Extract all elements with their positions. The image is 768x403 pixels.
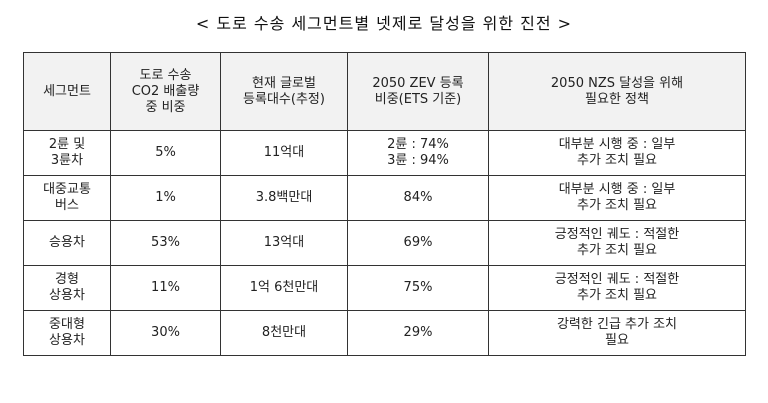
cell-zev-share: 75%: [347, 265, 489, 311]
cell-policy-line: 대부분 시행 중 : 일부: [558, 182, 676, 197]
cell-fleet: 8천만대: [220, 310, 348, 356]
header-zev-share-line: 비중(ETS 기준): [374, 91, 462, 107]
cell-policy-line: 추가 조치 필요: [576, 288, 658, 303]
table-row: 2륜 및 3륜차 5% 11억대 2륜 : 74% 3륜 : 94% 대부분 시…: [23, 130, 746, 176]
header-row: 세그먼트 도로 수송 CO2 배출량 중 비중 현재 글로벌 등록대수(추정) …: [23, 52, 746, 131]
cell-policy-line: 필요: [605, 333, 629, 348]
header-fleet-line: 등록대수(추정): [243, 91, 325, 107]
header-co2-share-line: 도로 수송: [139, 67, 192, 83]
cell-policy-line: 대부분 시행 중 : 일부: [558, 137, 676, 152]
cell-fleet: 11억대: [220, 130, 348, 176]
cell-segment-line: 대중교통: [43, 182, 91, 197]
cell-zev-share: 2륜 : 74% 3륜 : 94%: [347, 130, 489, 176]
header-fleet: 현재 글로벌 등록대수(추정): [220, 52, 348, 131]
cell-segment: 경형 상용차: [23, 265, 111, 311]
cell-policy: 강력한 긴급 추가 조치 필요: [488, 310, 746, 356]
header-segment: 세그먼트: [23, 52, 111, 131]
cell-zev-share-line: 69%: [403, 235, 433, 250]
cell-segment-line: 승용차: [49, 235, 85, 250]
header-policy-line: 필요한 정책: [585, 91, 649, 107]
cell-segment-line: 2륜 및: [48, 137, 86, 152]
header-co2-share-line: CO2 배출량: [131, 83, 200, 99]
cell-policy-line: 긍정적인 궤도 : 적절한: [554, 227, 680, 242]
header-co2-share-line: 중 비중: [145, 99, 186, 115]
cell-co2-share: 1%: [110, 175, 221, 221]
cell-policy: 긍정적인 궤도 : 적절한 추가 조치 필요: [488, 220, 746, 266]
cell-fleet: 1억 6천만대: [220, 265, 348, 311]
cell-segment-line: 상용차: [49, 333, 85, 348]
cell-policy-line: 추가 조치 필요: [576, 153, 658, 168]
cell-zev-share-line: 3륜 : 94%: [387, 153, 449, 168]
table-row: 중대형 상용차 30% 8천만대 29% 강력한 긴급 추가 조치 필요: [23, 310, 746, 356]
table-row: 승용차 53% 13억대 69% 긍정적인 궤도 : 적절한 추가 조치 필요: [23, 220, 746, 266]
cell-zev-share-line: 75%: [403, 280, 433, 295]
cell-segment: 승용차: [23, 220, 111, 266]
cell-fleet: 13억대: [220, 220, 348, 266]
header-co2-share: 도로 수송 CO2 배출량 중 비중: [110, 52, 221, 131]
cell-segment-line: 버스: [55, 198, 79, 213]
header-zev-share-line: 2050 ZEV 등록: [372, 75, 464, 91]
cell-policy-line: 추가 조치 필요: [576, 243, 658, 258]
table-body: 2륜 및 3륜차 5% 11억대 2륜 : 74% 3륜 : 94% 대부분 시…: [23, 130, 746, 356]
cell-policy: 긍정적인 궤도 : 적절한 추가 조치 필요: [488, 265, 746, 311]
cell-co2-share: 5%: [110, 130, 221, 176]
cell-zev-share: 84%: [347, 175, 489, 221]
table-row: 경형 상용차 11% 1억 6천만대 75% 긍정적인 궤도 : 적절한 추가 …: [23, 265, 746, 311]
header-zev-share: 2050 ZEV 등록 비중(ETS 기준): [347, 52, 489, 131]
cell-policy-line: 긍정적인 궤도 : 적절한: [554, 272, 680, 287]
header-segment-line: 세그먼트: [43, 83, 91, 99]
cell-segment-line: 경형: [55, 272, 79, 287]
cell-policy: 대부분 시행 중 : 일부 추가 조치 필요: [488, 130, 746, 176]
cell-zev-share-line: 2륜 : 74%: [387, 137, 449, 152]
cell-zev-share: 69%: [347, 220, 489, 266]
header-policy-line: 2050 NZS 달성을 위해: [550, 75, 684, 91]
cell-segment-line: 중대형: [49, 317, 85, 332]
cell-policy: 대부분 시행 중 : 일부 추가 조치 필요: [488, 175, 746, 221]
cell-segment: 2륜 및 3륜차: [23, 130, 111, 176]
page-title: < 도로 수송 세그먼트별 넷제로 달성을 위한 진전 >: [195, 14, 573, 33]
cell-zev-share-line: 84%: [403, 190, 433, 205]
cell-segment-line: 3륜차: [50, 153, 84, 168]
cell-zev-share-line: 29%: [403, 325, 433, 340]
cell-segment: 중대형 상용차: [23, 310, 111, 356]
progress-table: 세그먼트 도로 수송 CO2 배출량 중 비중 현재 글로벌 등록대수(추정) …: [23, 52, 746, 356]
table-header: 세그먼트 도로 수송 CO2 배출량 중 비중 현재 글로벌 등록대수(추정) …: [23, 52, 746, 131]
cell-fleet: 3.8백만대: [220, 175, 348, 221]
header-fleet-line: 현재 글로벌: [252, 75, 316, 91]
cell-co2-share: 53%: [110, 220, 221, 266]
cell-segment-line: 상용차: [49, 288, 85, 303]
cell-policy-line: 강력한 긴급 추가 조치: [556, 317, 678, 332]
cell-zev-share: 29%: [347, 310, 489, 356]
table-row: 대중교통 버스 1% 3.8백만대 84% 대부분 시행 중 : 일부 추가 조…: [23, 175, 746, 221]
cell-segment: 대중교통 버스: [23, 175, 111, 221]
header-policy: 2050 NZS 달성을 위해 필요한 정책: [488, 52, 746, 131]
cell-co2-share: 11%: [110, 265, 221, 311]
cell-co2-share: 30%: [110, 310, 221, 356]
cell-policy-line: 추가 조치 필요: [576, 198, 658, 213]
